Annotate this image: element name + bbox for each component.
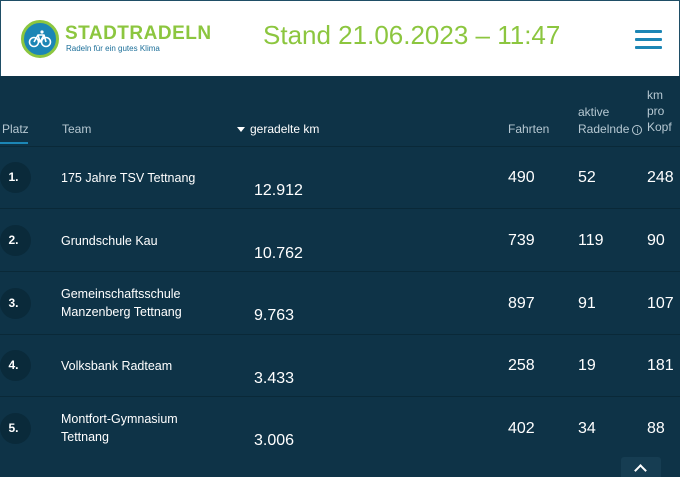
km-pro-kopf-value: 181	[647, 357, 674, 374]
logo-subtitle: Radeln für ein gutes Klima	[66, 44, 160, 53]
km-value: 3.006	[254, 432, 295, 449]
team-name-line1: Grundschule Kau	[61, 234, 158, 248]
km-value: 12.912	[254, 182, 303, 199]
menu-bar	[635, 38, 662, 41]
column-header-radelnde-line2: Radelnde	[578, 122, 630, 136]
team-name[interactable]: Volksbank Radteam	[61, 357, 241, 375]
km-pro-kopf-value: 88	[647, 420, 665, 437]
column-header-km[interactable]: geradelte km	[237, 121, 319, 137]
team-name[interactable]: Grundschule Kau	[61, 232, 241, 250]
table-row[interactable]: 1. 175 Jahre TSV Tettnang 12.912 490 52 …	[0, 147, 680, 209]
column-header-radelnde-line1: aktive	[578, 105, 610, 119]
bicycle-icon[interactable]	[21, 20, 59, 58]
column-header-km-pro-kopf[interactable]: km pro Kopf	[647, 87, 672, 135]
column-header-fahrten[interactable]: Fahrten	[508, 122, 550, 136]
page-title: Stand 21.06.2023 – 11:47	[263, 20, 561, 50]
active-sort-indicator	[0, 142, 28, 144]
menu-bar	[635, 30, 662, 33]
team-name-line2: Manzenberg Tettnang	[61, 305, 182, 319]
sort-desc-icon	[237, 127, 245, 133]
team-name-line1: Montfort-Gymnasium	[61, 412, 178, 426]
fahrten-value: 897	[508, 295, 535, 312]
radelnde-value: 34	[578, 420, 596, 437]
team-name-line1: 175 Jahre TSV Tettnang	[61, 171, 196, 185]
fahrten-value: 258	[508, 357, 535, 374]
row-divider	[0, 396, 680, 397]
team-name[interactable]: Montfort-Gymnasium Tettnang	[61, 410, 241, 446]
row-divider	[0, 271, 680, 272]
team-name-line1: Gemeinschaftsschule	[61, 287, 181, 301]
fahrten-value: 402	[508, 420, 535, 437]
team-name[interactable]: Gemeinschaftsschule Manzenberg Tettnang	[61, 285, 241, 321]
team-name-line2: Tettnang	[61, 430, 109, 444]
column-header-kopf-line3: Kopf	[647, 120, 672, 134]
km-value: 9.763	[254, 307, 295, 324]
team-name-line1: Volksbank Radteam	[61, 359, 173, 373]
radelnde-value: 52	[578, 169, 596, 186]
table-row[interactable]: 3. Gemeinschaftsschule Manzenberg Tettna…	[0, 273, 680, 335]
radelnde-value: 91	[578, 295, 596, 312]
rank-badge: 2.	[0, 225, 31, 256]
column-header-kopf-line1: km	[647, 88, 663, 102]
site-header: STADTRADELN Radeln für ein gutes Klima S…	[0, 0, 680, 76]
fahrten-value: 490	[508, 169, 535, 186]
km-pro-kopf-value: 248	[647, 169, 674, 186]
column-header-platz[interactable]: Platz	[2, 122, 29, 136]
column-header-kopf-line2: pro	[647, 104, 665, 118]
info-icon[interactable]: i	[632, 124, 643, 135]
rank-badge: 5.	[0, 413, 31, 444]
rank-badge: 3.	[0, 288, 31, 319]
table-row[interactable]: 4. Volksbank Radteam 3.433 258 19 181	[0, 335, 680, 397]
scroll-to-top-button[interactable]	[621, 457, 661, 477]
hamburger-menu-icon[interactable]	[635, 28, 662, 50]
column-header-radelnde[interactable]: aktive Radelnde i	[578, 104, 643, 137]
table-row[interactable]: 2. Grundschule Kau 10.762 739 119 90	[0, 210, 680, 272]
table-row[interactable]: 5. Montfort-Gymnasium Tettnang 3.006 402…	[0, 398, 680, 460]
km-value: 3.433	[254, 370, 295, 387]
fahrten-value: 739	[508, 232, 535, 249]
radelnde-value: 119	[578, 232, 604, 249]
column-header-km-label: geradelte km	[250, 122, 320, 136]
row-divider	[0, 208, 680, 209]
radelnde-value: 19	[578, 357, 596, 374]
row-divider	[0, 334, 680, 335]
km-value: 10.762	[254, 245, 303, 262]
logo-title[interactable]: STADTRADELN	[65, 23, 212, 44]
team-name[interactable]: 175 Jahre TSV Tettnang	[61, 169, 241, 187]
column-header-team[interactable]: Team	[62, 122, 92, 136]
rank-badge: 1.	[0, 162, 31, 193]
rank-badge: 4.	[0, 350, 31, 381]
km-pro-kopf-value: 90	[647, 232, 665, 249]
chevron-up-icon	[634, 464, 647, 477]
km-pro-kopf-value: 107	[647, 295, 674, 312]
menu-bar	[635, 46, 662, 49]
header-divider	[0, 146, 680, 147]
